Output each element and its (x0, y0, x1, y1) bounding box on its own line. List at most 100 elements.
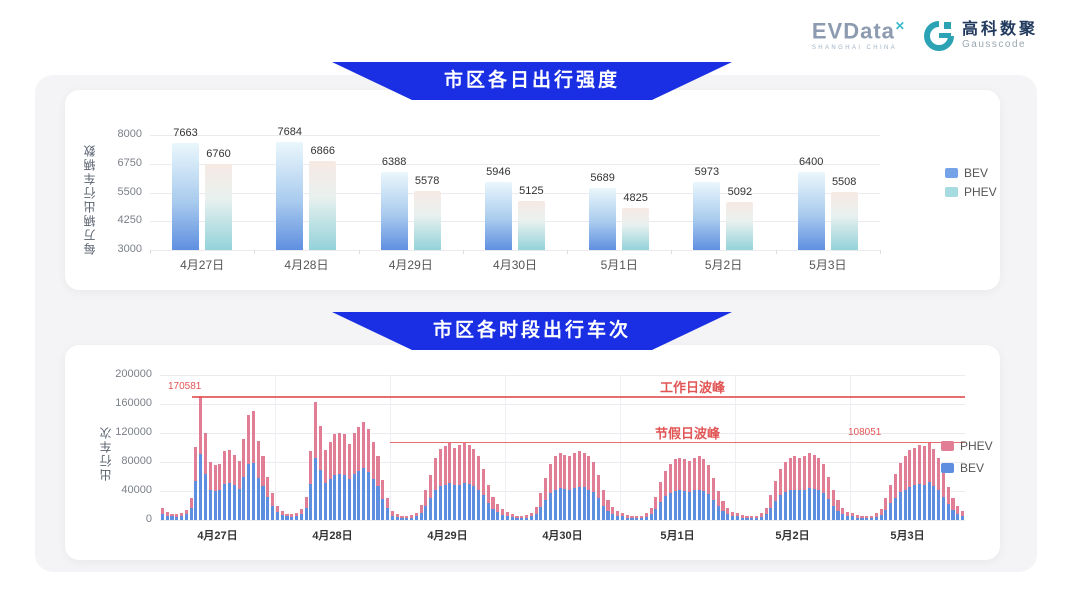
phev-bar[interactable] (726, 201, 754, 250)
bev-segment[interactable] (453, 485, 457, 520)
bev-segment[interactable] (544, 499, 548, 520)
phev-segment[interactable] (410, 515, 414, 518)
phev-segment[interactable] (477, 456, 481, 490)
bev-segment[interactable] (889, 503, 893, 520)
bev-segment[interactable] (951, 509, 955, 520)
phev-segment[interactable] (371, 441, 375, 479)
bev-bar[interactable] (484, 182, 512, 250)
bev-segment[interactable] (649, 514, 653, 520)
bev-segment[interactable] (740, 517, 744, 520)
phev-segment[interactable] (386, 498, 390, 509)
bev-segment[interactable] (448, 483, 452, 520)
bev-segment[interactable] (386, 508, 390, 520)
phev-segment[interactable] (237, 460, 241, 489)
phev-segment[interactable] (630, 516, 634, 519)
phev-segment[interactable] (640, 515, 644, 518)
phev-segment[interactable] (750, 516, 754, 519)
phev-segment[interactable] (318, 425, 323, 470)
phev-segment[interactable] (433, 458, 438, 491)
bev-segment[interactable] (745, 518, 749, 520)
phev-segment[interactable] (438, 448, 442, 486)
bev-segment[interactable] (395, 517, 399, 520)
legend-item-phev[interactable]: PHEV (945, 185, 997, 199)
bev-segment[interactable] (788, 490, 792, 520)
bev-segment[interactable] (731, 516, 735, 520)
phev-segment[interactable] (223, 451, 227, 484)
phev-segment[interactable] (663, 470, 668, 497)
phev-segment[interactable] (726, 507, 730, 515)
phev-segment[interactable] (342, 434, 347, 475)
phev-segment[interactable] (227, 450, 232, 483)
bev-segment[interactable] (429, 498, 433, 520)
phev-segment[interactable] (429, 475, 433, 499)
bev-segment[interactable] (553, 489, 557, 520)
bev-segment[interactable] (798, 490, 802, 520)
bev-segment[interactable] (716, 506, 720, 520)
bev-segment[interactable] (347, 479, 351, 520)
bev-segment[interactable] (333, 475, 337, 520)
bev-segment[interactable] (280, 514, 284, 520)
phev-segment[interactable] (266, 476, 270, 497)
phev-segment[interactable] (908, 450, 912, 487)
phev-segment[interactable] (937, 457, 941, 491)
phev-segment[interactable] (649, 508, 653, 515)
bev-segment[interactable] (390, 515, 394, 520)
bev-segment[interactable] (189, 508, 193, 520)
phev-segment[interactable] (175, 514, 179, 518)
phev-segment[interactable] (879, 509, 883, 515)
phev-segment[interactable] (802, 456, 807, 490)
bev-segment[interactable] (184, 514, 188, 520)
bev-segment[interactable] (438, 485, 442, 520)
bev-segment[interactable] (913, 485, 917, 520)
phev-segment[interactable] (922, 446, 926, 485)
phev-segment[interactable] (572, 453, 577, 489)
phev-segment[interactable] (778, 469, 783, 496)
bev-segment[interactable] (342, 475, 347, 520)
bev-segment[interactable] (659, 501, 663, 520)
phev-segment[interactable] (817, 457, 821, 491)
bev-segment[interactable] (961, 515, 965, 520)
bev-segment[interactable] (884, 509, 888, 520)
bev-segment[interactable] (663, 496, 668, 520)
phev-segment[interactable] (932, 448, 936, 486)
bev-segment[interactable] (539, 507, 543, 520)
bev-segment[interactable] (405, 518, 409, 520)
bev-segment[interactable] (165, 515, 169, 520)
bev-segment[interactable] (922, 484, 926, 520)
phev-segment[interactable] (716, 491, 720, 507)
phev-segment[interactable] (338, 433, 342, 474)
bev-segment[interactable] (424, 505, 428, 520)
bev-segment[interactable] (352, 473, 356, 520)
phev-segment[interactable] (505, 512, 509, 516)
bev-segment[interactable] (879, 514, 883, 520)
bev-segment[interactable] (227, 483, 232, 520)
phev-segment[interactable] (328, 441, 332, 479)
phev-segment[interactable] (755, 515, 759, 518)
phev-bar[interactable] (830, 192, 858, 250)
phev-segment[interactable] (956, 506, 960, 514)
phev-segment[interactable] (798, 457, 802, 491)
bev-segment[interactable] (486, 503, 490, 520)
bev-segment[interactable] (932, 485, 936, 520)
bev-segment[interactable] (937, 490, 941, 520)
phev-segment[interactable] (601, 489, 605, 506)
phev-segment[interactable] (577, 451, 581, 487)
phev-segment[interactable] (395, 514, 399, 518)
bev-segment[interactable] (759, 516, 763, 520)
phev-segment[interactable] (884, 498, 888, 510)
bev-segment[interactable] (304, 507, 308, 520)
phev-segment[interactable] (759, 513, 763, 517)
phev-segment[interactable] (170, 513, 174, 517)
bev-segment[interactable] (870, 517, 874, 520)
bev-segment[interactable] (371, 478, 375, 520)
bev-segment[interactable] (611, 513, 615, 520)
bev-segment[interactable] (697, 489, 701, 520)
bev-segment[interactable] (625, 517, 629, 520)
phev-segment[interactable] (400, 515, 404, 518)
bev-segment[interactable] (606, 510, 610, 520)
bev-segment[interactable] (160, 513, 164, 520)
phev-segment[interactable] (951, 498, 955, 510)
phev-segment[interactable] (893, 473, 898, 498)
bev-segment[interactable] (769, 508, 773, 520)
phev-segment[interactable] (275, 505, 279, 512)
